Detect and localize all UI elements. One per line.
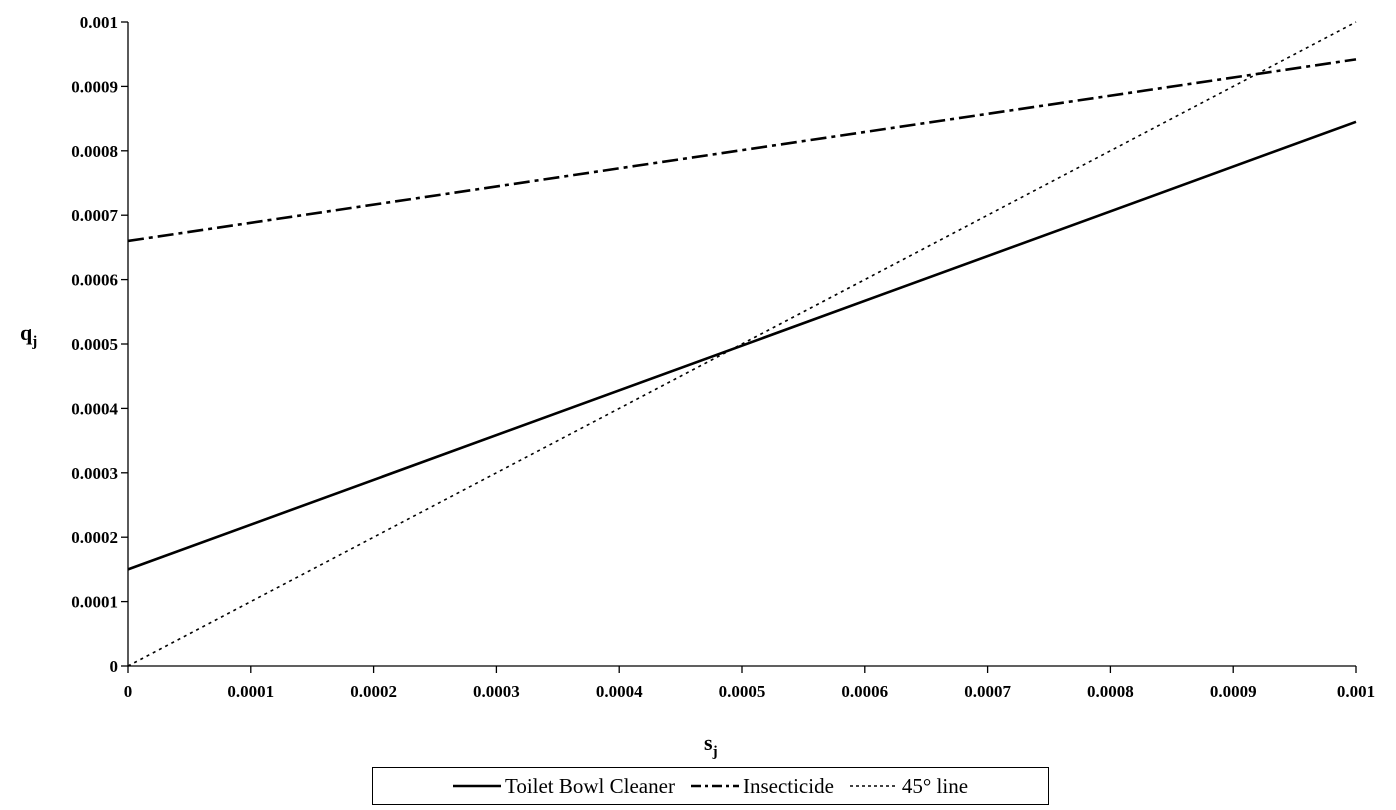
legend: Toilet Bowl Cleaner Insecticide 45° line	[372, 767, 1049, 805]
series-layer	[127, 21, 1357, 667]
y-tick-label: 0.0007	[71, 206, 118, 225]
y-tick-label: 0.0001	[71, 593, 118, 612]
series-line-2	[127, 58, 1357, 243]
legend-swatch-3	[849, 785, 898, 787]
x-axis-title-sub: j	[712, 744, 718, 760]
y-tick-label: 0.001	[80, 13, 118, 32]
x-tick-label: 0.0005	[719, 682, 766, 701]
x-tick-label: 0.0008	[1087, 682, 1134, 701]
series-line-3	[127, 21, 1357, 667]
y-tick-label: 0.0005	[71, 335, 118, 354]
legend-label-2: Insecticide	[742, 773, 834, 798]
x-tick-label: 0	[124, 682, 133, 701]
x-tick-label: 0.0006	[841, 682, 888, 701]
legend-swatch-2	[690, 784, 739, 788]
x-tick-label: 0.001	[1337, 682, 1375, 701]
x-tick-label: 0.0002	[350, 682, 397, 701]
y-tick-label: 0.0004	[71, 399, 118, 418]
y-tick-label: 0.0009	[71, 77, 118, 96]
legend-swatch-1	[452, 784, 501, 788]
y-tick-label: 0.0008	[71, 142, 118, 161]
y-axis-title: qj	[20, 320, 37, 350]
legend-item-1: Toilet Bowl Cleaner	[452, 773, 675, 799]
y-axis-title-sub: j	[31, 334, 37, 350]
y-tick-label: 0.0002	[71, 528, 118, 547]
axes: 0 0.0001 0.0002 0.0003 0.0004 0.0005 0.0006 0.0…	[71, 13, 1375, 701]
x-tick-label: 0.0004	[596, 682, 643, 701]
y-axis-title-main: q	[20, 320, 33, 345]
y-tick-label: 0.0006	[71, 271, 118, 290]
legend-label-3: 45° line	[901, 773, 969, 798]
legend-item-2: Insecticide	[690, 773, 834, 799]
x-tick-label: 0.0007	[964, 682, 1011, 701]
x-axis-title: sj	[704, 730, 718, 760]
x-tick-label: 0.0009	[1210, 682, 1257, 701]
x-tick-label: 0.0003	[473, 682, 520, 701]
legend-label-1: Toilet Bowl Cleaner	[504, 773, 675, 798]
y-tick-label: 0.0003	[71, 464, 118, 483]
legend-item-3: 45° line	[849, 773, 969, 799]
series-line-1	[127, 120, 1357, 571]
x-tick-label: 0.0001	[227, 682, 274, 701]
x-axis-title-main: s	[704, 730, 713, 755]
y-tick-label: 0	[110, 657, 119, 676]
chart: 0 0.0001 0.0002 0.0003 0.0004 0.0005 0.0006 0.0…	[20, 13, 1375, 760]
